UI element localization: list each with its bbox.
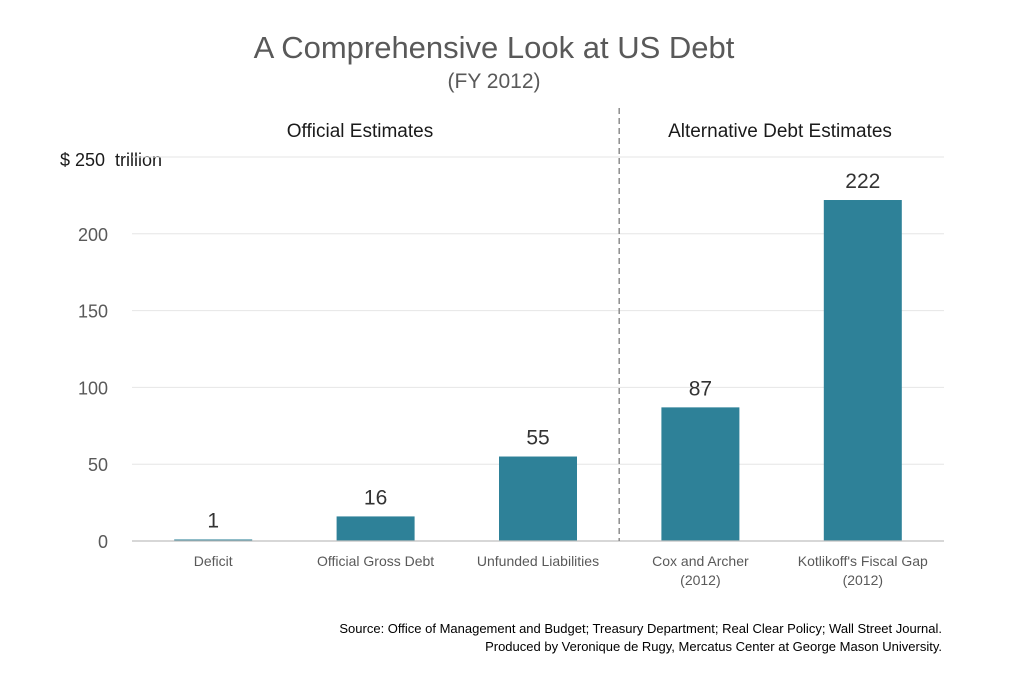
x-tick-label: Cox and Archer	[652, 553, 749, 569]
group-label-official: Official Estimates	[286, 121, 434, 142]
x-tick-label: Official Gross Debt	[317, 553, 434, 569]
y-tick-label: 0	[98, 532, 108, 552]
y-tick-label: 50	[88, 455, 108, 475]
x-tick-label: (2012)	[843, 572, 883, 588]
x-tick-label: Kotlikoff's Fiscal Gap	[798, 553, 928, 569]
bar	[174, 539, 253, 541]
group-label-alternative: Alternative Debt Estimates	[668, 121, 892, 142]
bar	[823, 200, 902, 541]
data-label: 1	[207, 509, 219, 532]
chart-subtitle: (FY 2012)	[447, 70, 541, 93]
bar	[499, 456, 577, 541]
source-line: Source: Office of Management and Budget;…	[339, 621, 942, 636]
x-tick-label: Deficit	[194, 553, 233, 569]
y-axis-unit-label: $ 250 trillion	[60, 150, 163, 170]
data-label: 55	[526, 427, 549, 450]
chart-title: A Comprehensive Look at US Debt	[253, 30, 735, 65]
x-tick-label: Unfunded Liabilities	[477, 553, 599, 569]
y-tick-label: 100	[78, 378, 108, 398]
data-label: 222	[845, 170, 880, 193]
producer-line: Produced by Veronique de Rugy, Mercatus …	[485, 639, 942, 654]
x-tick-label: (2012)	[680, 572, 720, 588]
bar	[661, 407, 740, 541]
y-tick-label: 200	[78, 225, 108, 245]
data-label: 87	[689, 377, 712, 400]
bar	[336, 516, 415, 541]
y-tick-label: 150	[78, 302, 108, 322]
source-note: Source: Office of Management and Budget;…	[339, 620, 942, 656]
data-label: 16	[364, 486, 387, 509]
